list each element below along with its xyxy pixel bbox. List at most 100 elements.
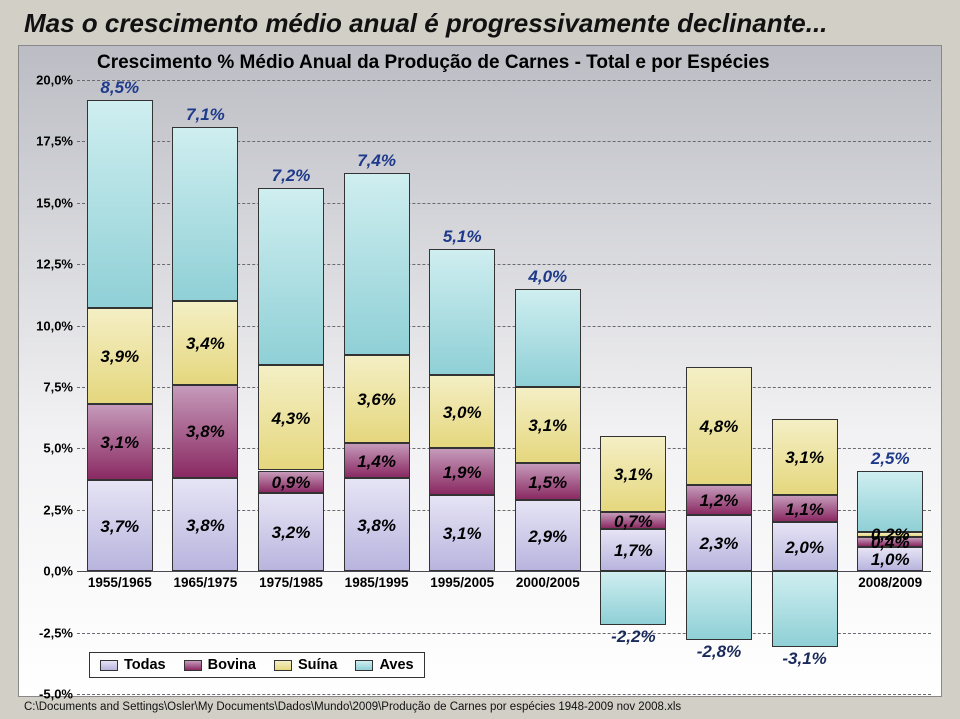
chart-column: 1955/19653,7%3,1%3,9%8,5% <box>77 46 163 696</box>
bar-segment-aves <box>600 571 666 625</box>
bar-segment-aves <box>515 289 581 387</box>
slide-title: Mas o crescimento médio anual é progress… <box>24 8 942 39</box>
y-axis: -5,0%-2,5%0,0%2,5%5,0%7,5%10,0%12,5%15,0… <box>19 46 77 696</box>
chart-column: 2000/20052,9%1,5%3,1%4,0% <box>505 46 591 696</box>
data-label-aves: 7,4% <box>357 151 396 171</box>
legend-swatch <box>100 660 118 671</box>
data-label-suina: 3,6% <box>357 390 396 410</box>
y-tick: 17,5% <box>36 134 73 149</box>
chart-column: 1995/20053,1%1,9%3,0%5,1% <box>419 46 505 696</box>
chart-column: 2008/20091,0%0,4%0,2%2,5% <box>847 46 933 696</box>
data-label-todas: 1,0% <box>871 550 910 570</box>
data-label-bovina: 1,9% <box>443 463 482 483</box>
bar <box>857 46 923 696</box>
legend-item-bovina: Bovina <box>184 657 256 673</box>
data-label-todas: 2,9% <box>528 527 567 547</box>
chart-inner: Crescimento % Médio Anual da Produção de… <box>19 46 941 696</box>
data-label-suina: 3,1% <box>785 448 824 468</box>
y-tick: 2,5% <box>43 502 73 517</box>
data-label-bovina: 1,1% <box>785 500 824 520</box>
chart-column: 1985/19953,8%1,4%3,6%7,4% <box>334 46 420 696</box>
bar-segment-aves <box>344 173 410 355</box>
chart-column: 2006/20072,3%1,2%4,8%-2,8% <box>676 46 762 696</box>
bar <box>686 46 752 696</box>
data-label-todas: 3,8% <box>357 516 396 536</box>
y-tick: -2,5% <box>39 625 73 640</box>
bar <box>600 46 666 696</box>
data-label-todas: 2,3% <box>700 534 739 554</box>
data-label-aves: 8,5% <box>100 78 139 98</box>
legend-item-suina: Suína <box>274 657 337 673</box>
data-label-aves: -3,1% <box>782 649 826 669</box>
bar-segment-aves <box>172 127 238 301</box>
data-label-bovina: 1,2% <box>700 491 739 511</box>
chart-column: 1965/19753,8%3,8%3,4%7,1% <box>163 46 249 696</box>
bar <box>87 46 153 696</box>
data-label-aves: -2,2% <box>611 627 655 647</box>
data-label-bovina: 1,5% <box>528 473 567 493</box>
data-label-aves: 4,0% <box>528 267 567 287</box>
bar-segment-aves <box>857 471 923 532</box>
data-label-aves: 2,5% <box>871 449 910 469</box>
data-label-todas: 3,2% <box>272 523 311 543</box>
slide: Mas o crescimento médio anual é progress… <box>0 0 960 719</box>
legend-swatch <box>274 660 292 671</box>
legend-item-todas: Todas <box>100 657 166 673</box>
data-label-suina: 4,3% <box>272 409 311 429</box>
data-label-bovina: 0,7% <box>614 512 653 532</box>
data-label-aves: 7,1% <box>186 105 225 125</box>
legend-swatch <box>355 660 373 671</box>
legend-label: Bovina <box>208 657 256 673</box>
data-label-suina: 3,1% <box>614 465 653 485</box>
data-label-suina: 4,8% <box>700 417 739 437</box>
data-label-todas: 3,7% <box>100 517 139 537</box>
bar <box>258 46 324 696</box>
y-tick: 10,0% <box>36 318 73 333</box>
chart-column: 2005/20061,7%0,7%3,1%-2,2% <box>591 46 677 696</box>
legend: Todas Bovina Suína Aves <box>89 652 425 678</box>
data-label-suina: 3,0% <box>443 403 482 423</box>
data-label-todas: 3,1% <box>443 524 482 544</box>
footer-text: C:\Documents and Settings\Osler\My Docum… <box>24 701 942 713</box>
data-label-suina: 3,4% <box>186 334 225 354</box>
bar <box>344 46 410 696</box>
data-label-todas: 1,7% <box>614 541 653 561</box>
y-tick: 12,5% <box>36 257 73 272</box>
data-label-suina: 3,9% <box>100 347 139 367</box>
plot-area: 1955/19653,7%3,1%3,9%8,5%1965/19753,8%3,… <box>77 46 931 696</box>
data-label-todas: 3,8% <box>186 516 225 536</box>
legend-item-aves: Aves <box>355 657 413 673</box>
bar-segment-aves <box>686 571 752 640</box>
legend-label: Aves <box>379 657 413 673</box>
bar <box>772 46 838 696</box>
bar-segment-aves <box>258 188 324 365</box>
chart-area: Crescimento % Médio Anual da Produção de… <box>18 45 942 697</box>
data-label-aves: -2,8% <box>697 642 741 662</box>
y-tick: 5,0% <box>43 441 73 456</box>
data-label-aves: 5,1% <box>443 227 482 247</box>
data-label-bovina: 0,9% <box>272 473 311 493</box>
bar-segment-aves <box>429 249 495 374</box>
data-label-bovina: 3,1% <box>100 433 139 453</box>
bar <box>172 46 238 696</box>
legend-label: Suína <box>298 657 337 673</box>
data-label-bovina: 1,4% <box>357 452 396 472</box>
chart-column: 1975/19853,2%0,9%4,3%7,2% <box>248 46 334 696</box>
y-tick: 7,5% <box>43 380 73 395</box>
legend-label: Todas <box>124 657 166 673</box>
bar <box>515 46 581 696</box>
bar-segment-aves <box>772 571 838 647</box>
y-tick: 15,0% <box>36 195 73 210</box>
data-label-aves: 7,2% <box>272 166 311 186</box>
y-tick: 20,0% <box>36 73 73 88</box>
legend-swatch <box>184 660 202 671</box>
data-label-todas: 2,0% <box>785 538 824 558</box>
data-label-bovina: 3,8% <box>186 422 225 442</box>
data-label-suina: 0,2% <box>871 525 910 545</box>
bar <box>429 46 495 696</box>
data-label-suina: 3,1% <box>528 416 567 436</box>
y-tick: -5,0% <box>39 687 73 702</box>
bar-segment-aves <box>87 100 153 309</box>
chart-column: 2007/20082,0%1,1%3,1%-3,1% <box>762 46 848 696</box>
y-tick: 0,0% <box>43 564 73 579</box>
